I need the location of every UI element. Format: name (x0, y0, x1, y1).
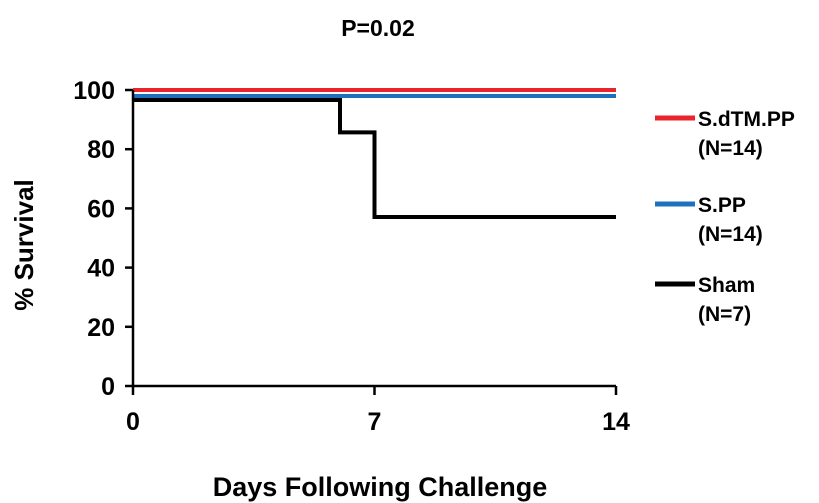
x-tick-label: 0 (126, 408, 140, 436)
legend-count: (N=14) (698, 137, 763, 160)
x-axis-label: Days Following Challenge (213, 472, 548, 502)
legend-count: (N=14) (698, 223, 763, 246)
legend-label: S.dTM.PP (698, 108, 795, 131)
y-tick-label: 60 (87, 195, 115, 223)
legend-count: (N=7) (698, 303, 751, 326)
legend-label: S.PP (698, 194, 746, 217)
legend: S.dTM.PP (N=14) S.PP (N=14) Sham (N=7) (655, 108, 795, 326)
series-line-sham (133, 98, 616, 219)
y-axis-label: % Survival (9, 179, 39, 311)
y-tick-label: 0 (101, 373, 115, 401)
y-tick-layer: 0 20 40 60 80 100 (73, 77, 133, 401)
y-tick-label: 100 (73, 77, 115, 105)
y-tick-label: 20 (87, 314, 115, 342)
chart-title: P=0.02 (341, 15, 415, 41)
x-tick-label: 7 (368, 408, 382, 436)
x-tick-label: 14 (602, 408, 630, 436)
y-tick-label: 40 (87, 255, 115, 283)
legend-label: Sham (698, 274, 755, 297)
y-tick-label: 80 (87, 136, 115, 164)
x-tick-layer: 0 7 14 (126, 386, 630, 436)
series-layer (133, 88, 616, 219)
